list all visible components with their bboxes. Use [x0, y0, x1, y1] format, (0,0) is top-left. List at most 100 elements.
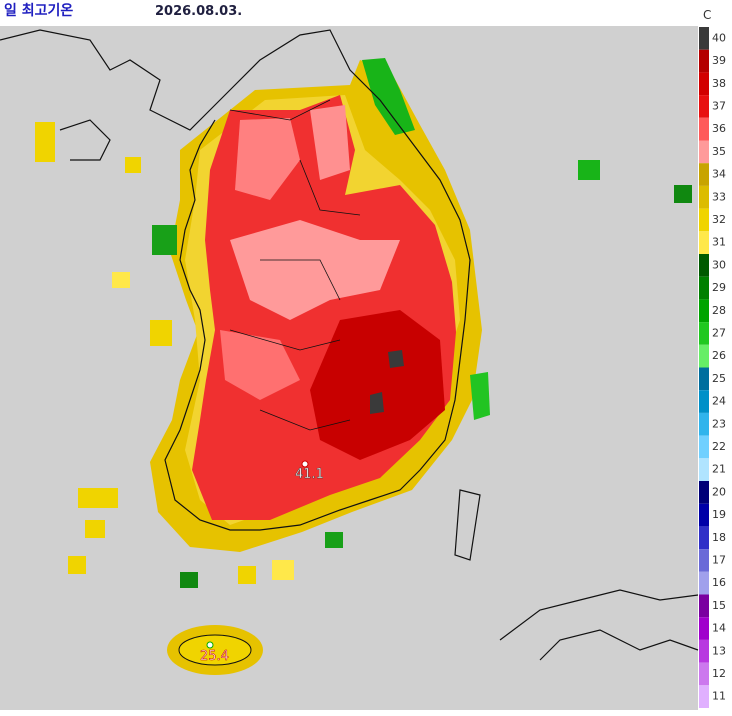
coastline: [0, 29, 471, 531]
legend-swatch: [699, 185, 709, 209]
legend-label: 17: [712, 553, 726, 566]
legend-label: 30: [712, 258, 726, 271]
legend-swatch: [699, 367, 709, 391]
province-border: [229, 99, 361, 431]
zone-yellow: [35, 122, 55, 162]
legend-swatch: [699, 208, 709, 232]
legend-label: 39: [712, 54, 726, 67]
legend-label: 40: [712, 31, 726, 44]
zone-green: [325, 532, 343, 548]
zone-green: [578, 160, 600, 180]
legend-swatch: [699, 254, 709, 277]
legend-label: 16: [712, 576, 726, 589]
legend-swatch: [699, 163, 709, 186]
zone-pink: [220, 330, 300, 400]
legend-swatch: [699, 322, 709, 345]
zone-extreme: [370, 392, 384, 414]
legend-label: 18: [712, 531, 726, 544]
legend-label: 13: [712, 644, 726, 657]
legend-label: 15: [712, 599, 726, 612]
legend-label: 11: [712, 690, 726, 703]
legend-label: 21: [712, 463, 726, 476]
unit: C: [703, 8, 711, 22]
zone-yellow: [68, 556, 86, 574]
legend-label: 28: [712, 304, 726, 317]
zone-green: [470, 372, 490, 420]
legend-label: 19: [712, 508, 726, 521]
zone-yellow: [150, 320, 172, 346]
zone-yellow: [272, 560, 294, 580]
legend-label: 25: [712, 372, 726, 385]
legend-label: 31: [712, 236, 726, 249]
coastline: [499, 589, 699, 641]
legend-label: 37: [712, 99, 726, 112]
legend-label: 27: [712, 326, 726, 339]
legend-swatch: [699, 639, 709, 663]
zone-green: [152, 225, 177, 255]
legend-swatch: [699, 571, 709, 595]
legend-swatch: [699, 140, 709, 164]
legend-label: 23: [712, 417, 726, 430]
legend-swatch: [699, 685, 709, 708]
zone-pink: [235, 118, 300, 200]
legend-swatch: [699, 27, 709, 50]
legend-swatch: [699, 49, 709, 73]
legend-swatch: [699, 276, 709, 300]
color-legend: 40 39 38 37 36 35 34 33 32 31 30 29 28 27 26 25 24 23 22 21…: [699, 27, 726, 708]
legend-label: 29: [712, 281, 726, 294]
legend-swatch: [699, 481, 709, 504]
legend-swatch: [699, 117, 709, 141]
legend-swatch: [699, 95, 709, 118]
legend-swatch: [699, 344, 709, 368]
station-value: 41.1: [295, 467, 324, 482]
legend-swatch: [699, 549, 709, 572]
legend-swatch: [699, 435, 709, 459]
map: 41.1 25.4: [0, 26, 699, 710]
legend-swatch: [699, 594, 709, 618]
legend-swatch: [699, 412, 709, 436]
zone-extreme: [388, 350, 404, 368]
zone-green: [362, 58, 415, 135]
legend-label: 35: [712, 145, 726, 158]
title: 일 최고기온: [4, 3, 73, 19]
legend-swatch: [699, 662, 709, 686]
jeju-coast: [178, 634, 252, 666]
zone-yellow: [238, 566, 256, 584]
legend-swatch: [699, 617, 709, 640]
legend-swatch: [699, 299, 709, 323]
legend-label: 38: [712, 77, 726, 90]
legend-label: 24: [712, 395, 726, 408]
station-value: 25.4: [200, 649, 229, 664]
station-marker: [301, 460, 309, 468]
coastline: [59, 119, 111, 161]
legend-swatch: [699, 526, 709, 550]
zone-pink: [310, 105, 350, 180]
legend-label: 22: [712, 440, 726, 453]
legend-label: 34: [712, 168, 726, 181]
legend-label: 26: [712, 349, 726, 362]
zone-green: [674, 185, 692, 203]
coastlines: [0, 29, 699, 661]
legend-swatch: [699, 72, 709, 96]
zone-green: [180, 572, 198, 588]
legend-label: 14: [712, 622, 726, 635]
zone-yellow: [125, 157, 141, 173]
legend-swatch: [699, 231, 709, 254]
legend-label: 20: [712, 485, 726, 498]
legend-label: 36: [712, 122, 726, 135]
legend-swatch: [699, 390, 709, 413]
zone-dark-red: [310, 310, 445, 460]
legend-label: 32: [712, 213, 726, 226]
legend-label: 12: [712, 667, 726, 680]
legend-label: 33: [712, 190, 726, 203]
station-marker: [206, 641, 214, 649]
zone-yellow: [85, 520, 105, 538]
legend-swatch: [699, 458, 709, 481]
date: 2026.08.03.: [155, 4, 242, 19]
legend-swatch: [699, 503, 709, 527]
zone-pink: [230, 220, 400, 320]
coastline: [539, 629, 699, 661]
zone-yellow: [112, 272, 130, 288]
zone-yellow: [78, 488, 118, 508]
